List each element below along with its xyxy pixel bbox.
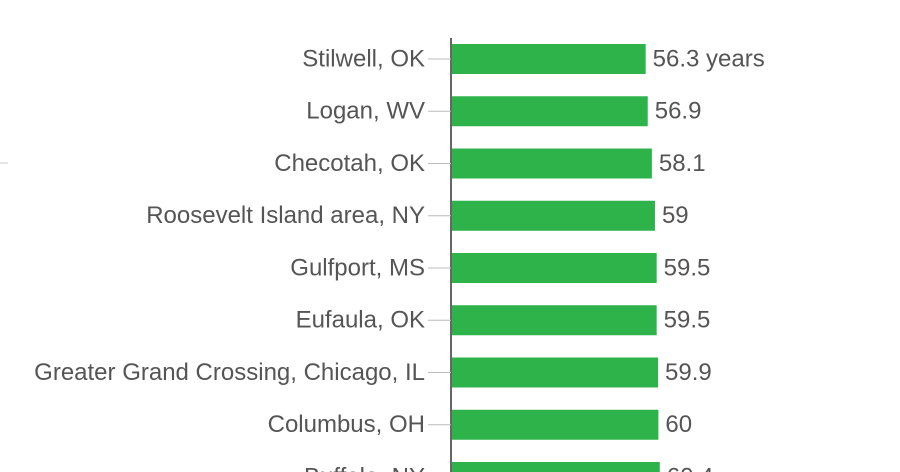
value-label: 59.5 [664,254,711,281]
value-label: 60 [665,411,692,438]
bar [452,462,660,472]
category-label: Checotah, OK [274,150,425,177]
bar [452,148,652,179]
bar [452,96,648,127]
bar [452,305,657,336]
value-label: 56.9 [655,98,702,125]
value-label: 59.9 [665,359,712,386]
category-label: Columbus, OH [268,411,425,438]
value-label: 56.3 years [653,45,765,72]
category-label: Stilwell, OK [302,45,425,72]
bar [452,409,659,440]
value-label: 60.4 [667,463,714,472]
bar [452,44,646,74]
value-label: 59.5 [664,307,711,334]
value-label: 58.1 [659,150,706,177]
category-label: Buffalo, NY [304,463,425,472]
bar [452,200,655,231]
bar [452,357,659,388]
category-label: Roosevelt Island area, NY [146,202,425,229]
category-label: Gulfport, MS [290,254,425,281]
value-label: 59 [662,202,689,229]
bar [452,253,657,283]
category-label: Eufaula, OK [296,307,425,334]
category-label: Greater Grand Crossing, Chicago, IL [34,359,425,386]
category-label: Logan, WV [306,98,425,125]
